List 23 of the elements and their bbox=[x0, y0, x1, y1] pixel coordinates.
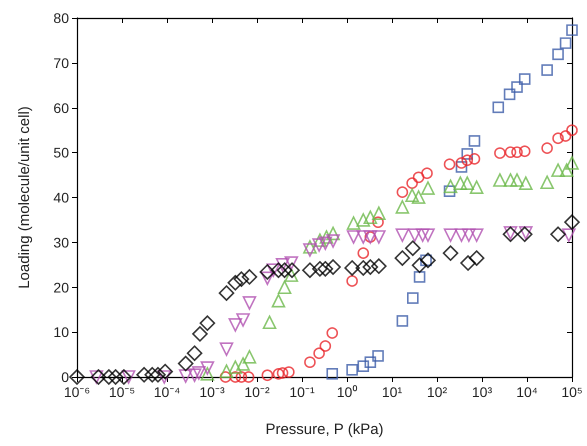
y-tick-label: 10 bbox=[53, 324, 70, 340]
x-tick-label: 10³ bbox=[472, 384, 492, 400]
y-tick-label: 20 bbox=[53, 279, 70, 296]
y-tick-label: 0 bbox=[61, 369, 70, 385]
y-tick-label: 70 bbox=[53, 54, 70, 71]
y-tick-label: 80 bbox=[53, 10, 70, 26]
y-tick-label: 30 bbox=[53, 234, 70, 250]
x-tick-label: 10¹ bbox=[382, 384, 402, 400]
x-tick-label: 10⁵ bbox=[561, 384, 583, 400]
y-tick-label: 50 bbox=[53, 144, 70, 161]
x-tick-label: 10⁻¹ bbox=[289, 384, 315, 400]
x-tick-label: 10⁻⁴ bbox=[154, 384, 180, 400]
x-tick-label: 10⁻³ bbox=[199, 384, 225, 400]
x-tick-label: 10² bbox=[426, 384, 448, 400]
x-tick-label: 10⁴ bbox=[516, 384, 538, 400]
y-axis-title: Loading (molecule/unit cell) bbox=[16, 106, 33, 289]
x-tick-label: 10⁻⁵ bbox=[108, 384, 136, 400]
x-tick-label: 10⁻² bbox=[244, 384, 270, 400]
x-axis-title: Pressure, P (kPa) bbox=[265, 421, 384, 438]
y-tick-label: 40 bbox=[53, 190, 70, 206]
y-tick-label: 60 bbox=[53, 100, 70, 116]
x-tick-label: 10⁰ bbox=[336, 384, 358, 400]
x-tick-label: 10⁻⁶ bbox=[64, 384, 90, 400]
